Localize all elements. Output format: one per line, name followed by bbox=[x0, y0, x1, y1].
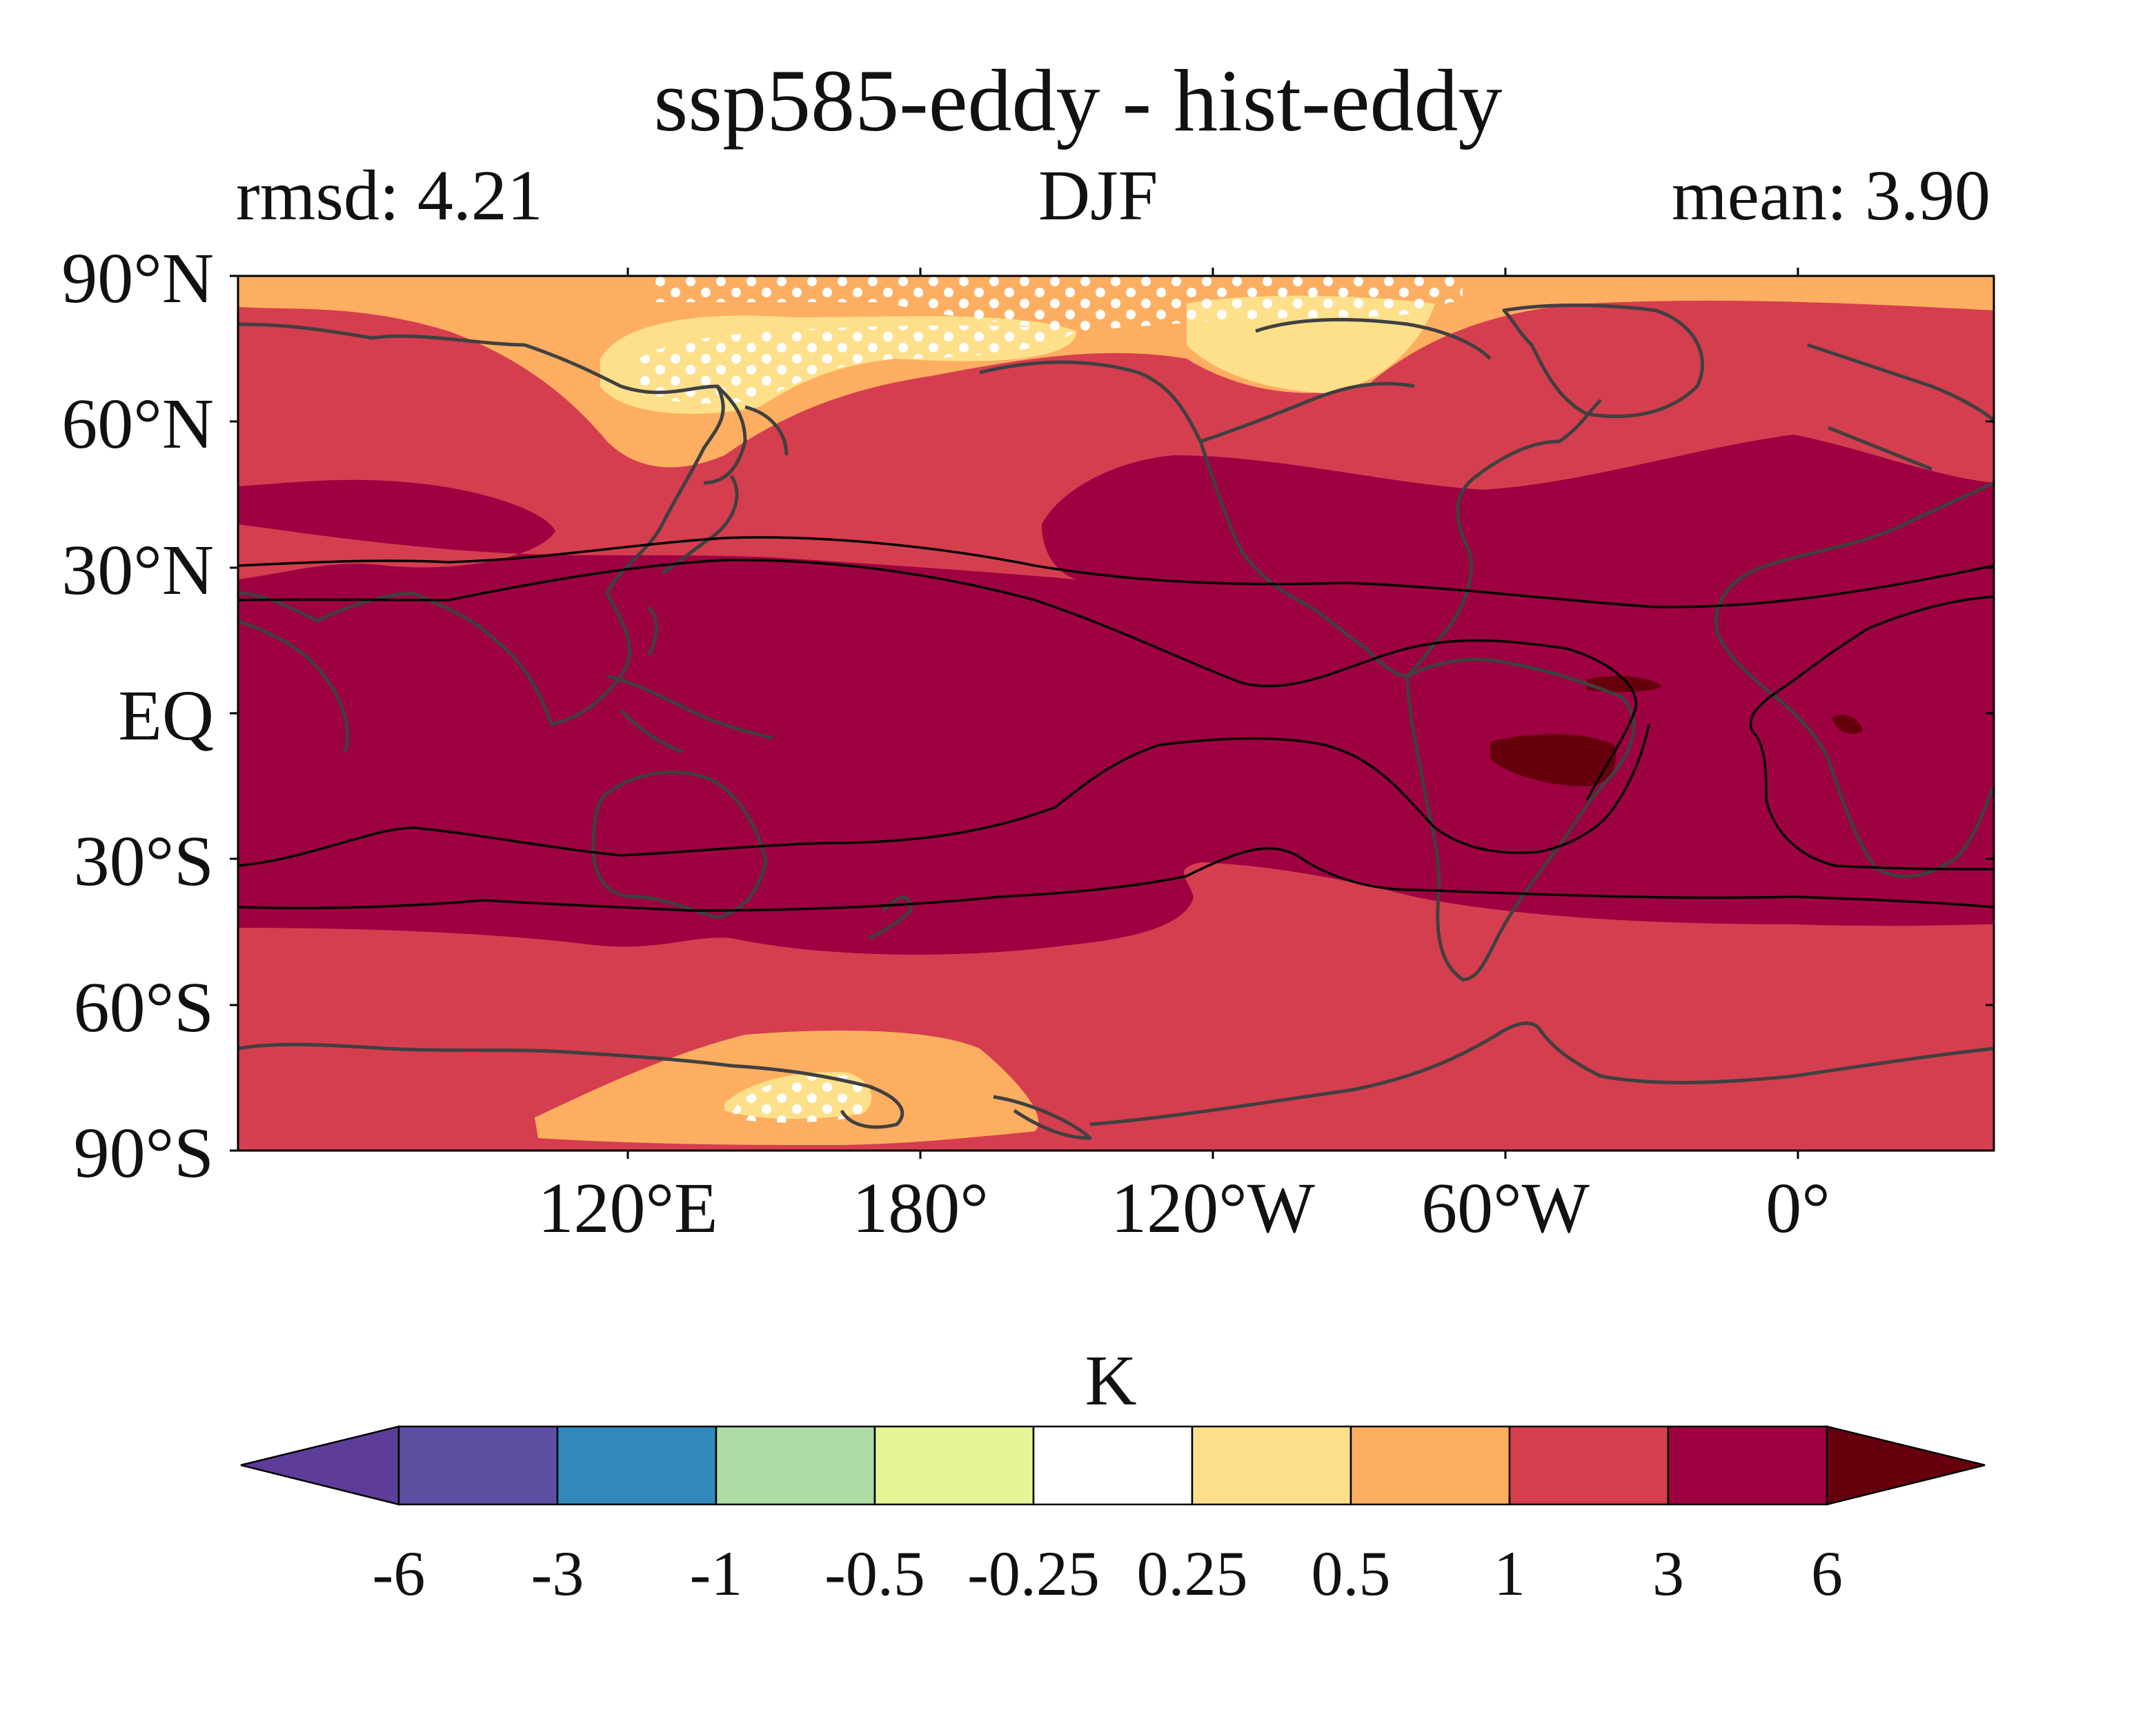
stipple-arctic-west bbox=[635, 325, 1076, 404]
mean-label: mean: 3.90 bbox=[1671, 156, 1990, 235]
stipple-arctic-ring bbox=[890, 290, 1463, 331]
map-title: ssp585-eddy - hist-eddy bbox=[653, 52, 1503, 150]
field-gt6-africa bbox=[1832, 715, 1863, 734]
colorbar bbox=[240, 1425, 1986, 1506]
colorbar-bin--1--0.5 bbox=[715, 1425, 876, 1506]
season-label: DJF bbox=[1038, 156, 1158, 235]
colorbar-bin--0.5--0.25 bbox=[873, 1425, 1035, 1506]
colorbar-bin-0.5-1 bbox=[1349, 1425, 1511, 1506]
lon-label-180: 180° bbox=[852, 1169, 989, 1248]
field-gt6-amazon-north bbox=[1587, 675, 1663, 693]
colorbar-tick: 6 bbox=[1811, 1538, 1843, 1609]
colorbar-tick: 3 bbox=[1652, 1538, 1684, 1609]
colorbar-bin-3-6 bbox=[1667, 1425, 1828, 1506]
rmsd-label: rmsd: 4.21 bbox=[236, 156, 543, 235]
colorbar-bin--0.25-0.25 bbox=[1032, 1425, 1194, 1506]
colorbar-tick: -0.5 bbox=[824, 1538, 925, 1609]
axis-ticks bbox=[230, 268, 1994, 1159]
colorbar-bin-1-3 bbox=[1508, 1425, 1670, 1506]
lon-label-120e: 120°E bbox=[537, 1169, 718, 1248]
colorbar-tick: 1 bbox=[1494, 1538, 1525, 1609]
contour-lines bbox=[238, 536, 1994, 912]
lat-label-60n: 60°N bbox=[61, 384, 214, 464]
colorbar-tick: -3 bbox=[531, 1538, 584, 1609]
field-gt6-south-america bbox=[1490, 734, 1616, 786]
lat-label-90s: 90°S bbox=[73, 1113, 214, 1193]
colorbar-bin--6--3 bbox=[397, 1425, 559, 1506]
colorbar-tick: 0.25 bbox=[1136, 1538, 1248, 1609]
colorbar-tick: -0.25 bbox=[967, 1538, 1100, 1609]
colorbar-extend-low bbox=[240, 1425, 400, 1506]
lat-label-eq: EQ bbox=[118, 676, 214, 755]
lat-label-90n: 90°N bbox=[61, 239, 214, 318]
lat-label-30s: 30°S bbox=[73, 822, 214, 901]
lat-label-30n: 30°N bbox=[61, 530, 214, 610]
colorbar-tick: 0.5 bbox=[1311, 1538, 1391, 1609]
colorbar-bin-0.25-0.5 bbox=[1191, 1425, 1352, 1506]
map-field bbox=[238, 276, 1994, 1151]
stipple-arctic-center bbox=[655, 276, 890, 302]
lon-label-0: 0° bbox=[1766, 1169, 1830, 1248]
colorbar-unit: K bbox=[1085, 1341, 1137, 1420]
stipple-antarctic bbox=[731, 1075, 867, 1123]
lon-label-120w: 120°W bbox=[1111, 1169, 1315, 1248]
lon-label-60w: 60°W bbox=[1421, 1169, 1590, 1248]
field-tropics-3-6 bbox=[238, 435, 1994, 955]
colorbar-tick: -6 bbox=[372, 1538, 426, 1609]
coastlines bbox=[238, 304, 1994, 1140]
colorbar-tick: -1 bbox=[689, 1538, 743, 1609]
colorbar-extend-high bbox=[1826, 1425, 1986, 1506]
lat-label-60s: 60°S bbox=[73, 968, 214, 1047]
colorbar-bin--3--1 bbox=[556, 1425, 718, 1506]
